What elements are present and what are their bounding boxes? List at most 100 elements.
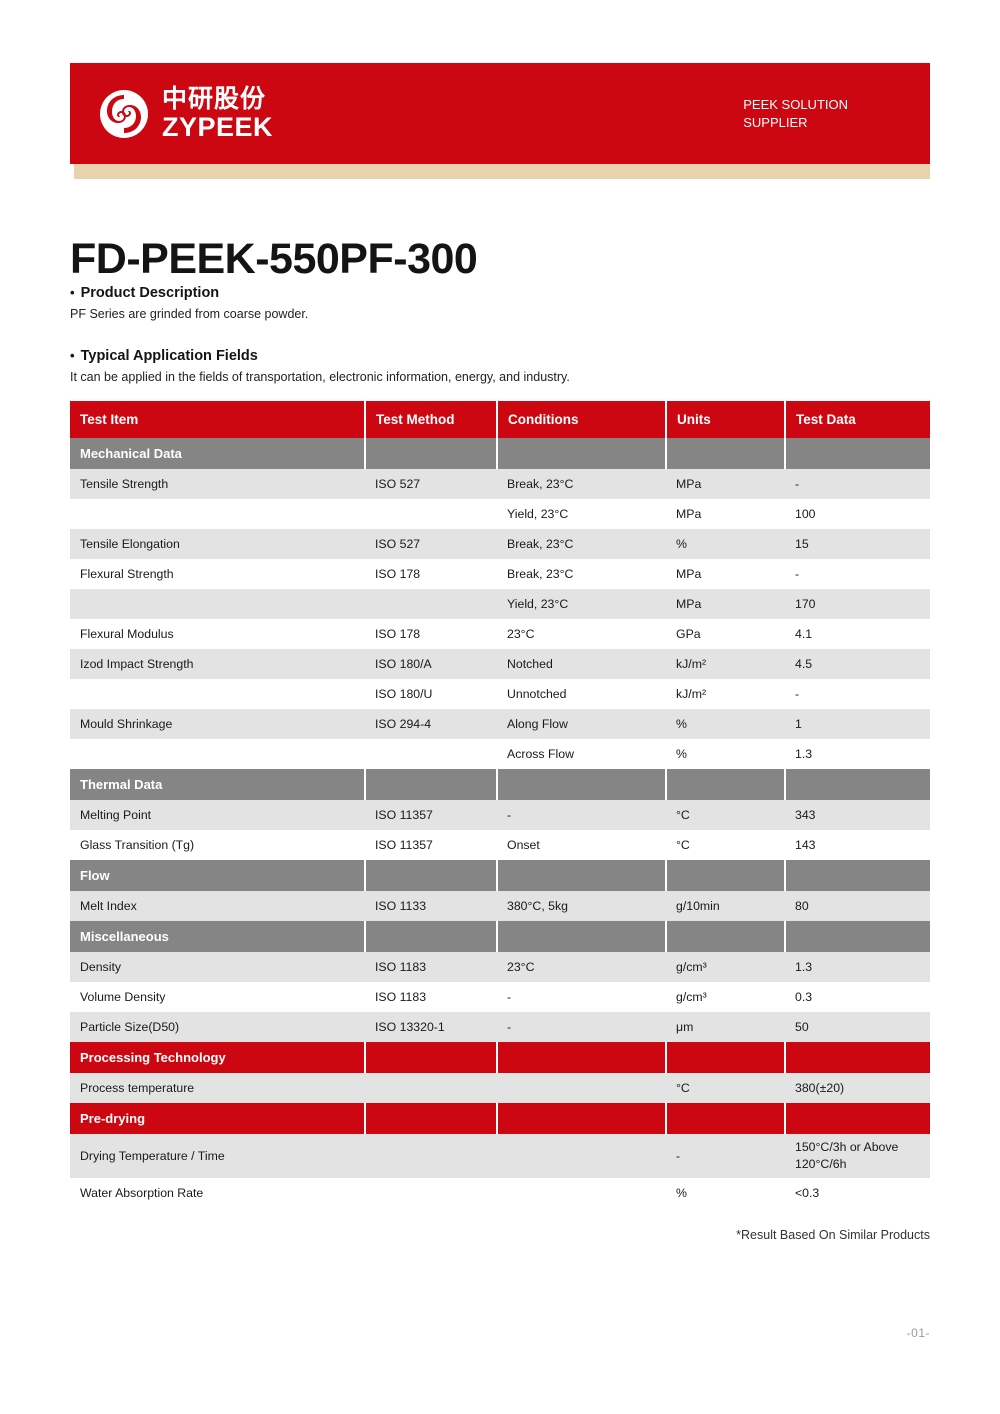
cell-3: Break, 23°C [497,469,666,499]
table-row: Flexural Strength ISO 178 Break, 23°C MPa - [70,559,930,589]
application-fields-heading-label: Typical Application Fields [80,348,258,364]
header-tagline: PEEK SOLUTION SUPPLIER [743,96,906,131]
table-row: Yield, 23°C MPa 170 [70,589,930,619]
cell-3: Yield, 23°C [497,589,666,619]
cell-5 [785,1103,930,1134]
table-row: Particle Size(D50) ISO 13320-1- μm 50 [70,1012,930,1042]
cell-3: Across Flow [497,739,666,769]
cell-4: °C [666,1073,785,1103]
application-fields-section: • Typical Application Fields It can be a… [70,348,940,384]
cell-4: °C [666,830,785,860]
table-row: Volume Density ISO 1183- g/cm³ 0.3 [70,982,930,1012]
cell-1: Izod Impact Strength [70,649,365,679]
cell-5 [785,438,930,469]
cell-4 [666,1103,786,1134]
cell-5: 4.5 [785,649,930,679]
cell-3: - [497,982,666,1012]
table-row: ISO 180/U Unnotched kJ/m² - [70,679,930,709]
cell-1: Flexural Modulus [70,619,365,649]
cell-2 [365,921,498,952]
cell-1 [70,589,365,619]
cell-5: 100 [785,499,930,529]
cell-2: ISO 11357 [365,800,497,830]
section-header-row: Thermal Data [70,769,930,800]
cell-1: Drying Temperature / Time [70,1134,365,1178]
cell-1: Process temperature [70,1073,365,1103]
cell-5: 380(±20) [785,1073,930,1103]
cell-2 [365,860,498,891]
cell-1: Melting Point [70,800,365,830]
cell-1: Melt Index [70,891,365,921]
column-header-3: Conditions [497,401,667,438]
cell-3: Notched [497,649,666,679]
product-description-heading: • Product Description [70,285,940,301]
cell-5: 1.3 [785,952,930,982]
product-description-heading-label: Product Description [80,285,220,301]
cell-5: - [785,679,930,709]
cell-4 [666,438,786,469]
section-header-row: Mechanical Data [70,438,930,469]
application-fields-heading: • Typical Application Fields [70,348,940,364]
cell-1: Mechanical Data [70,438,366,469]
cell-4: °C [666,800,785,830]
table-row: Yield, 23°C MPa 100 [70,499,930,529]
cell-1: Particle Size(D50) [70,1012,365,1042]
cell-4: GPa [666,619,785,649]
cell-3 [497,921,667,952]
cell-4: % [666,709,785,739]
product-description-section: • Product Description PF Series are grin… [70,285,940,321]
cell-5: 0.3 [785,982,930,1012]
cell-5: <0.3 [785,1178,930,1208]
cell-4: MPa [666,469,785,499]
cell-3: 23°C [497,619,666,649]
cell-2: ISO 294-4 [365,709,497,739]
cell-5: 343 [785,800,930,830]
cell-1 [70,679,365,709]
cell-5: - [785,469,930,499]
cell-3: - [497,800,666,830]
cell-4 [666,860,786,891]
specification-table: Test Item Test Method Conditions Units Test … [70,401,930,1208]
table-row: Drying Temperature / Time -150°C/3h or Ab… [70,1134,930,1178]
cell-4: MPa [666,499,785,529]
cell-5 [785,921,930,952]
cell-5: 15 [785,529,930,559]
cell-1 [70,739,365,769]
cell-2: ISO 1183 [365,952,497,982]
table-row: Izod Impact Strength ISO 180/A Notched kJ/m… [70,649,930,679]
tagline-line-1: PEEK SOLUTION [743,96,848,112]
cell-3: - [497,1012,666,1042]
cell-1: Glass Transition (Tg) [70,830,365,860]
column-header-4: Units [666,401,786,438]
section-header-row: Miscellaneous [70,921,930,952]
cell-3: Yield, 23°C [497,499,666,529]
cell-5 [785,1042,930,1073]
cell-3: Break, 23°C [497,559,666,589]
section-header-row: Processing Technology [70,1042,930,1073]
cell-2 [365,589,497,619]
cell-3 [497,860,667,891]
cell-2 [365,1134,497,1178]
application-fields-body: It can be applied in the fields of trans… [70,370,570,384]
cell-5: 50 [785,1012,930,1042]
cell-1: Thermal Data [70,769,366,800]
table-header-row: Test Item Test Method Conditions Units Test … [70,401,930,438]
cell-2: ISO 13320-1 [365,1012,497,1042]
cell-4: MPa [666,589,785,619]
cell-4: % [666,1178,785,1208]
cell-2: ISO 527 [365,529,497,559]
section-header-row: Flow [70,860,930,891]
cell-3: 380°C, 5kg [497,891,666,921]
cell-1: Density [70,952,365,982]
cell-2: ISO 527 [365,469,497,499]
cell-2 [365,1042,498,1073]
cell-4: g/cm³ [666,982,785,1012]
table-row: Flexural Modulus ISO 178 23°C GPa 4.1 [70,619,930,649]
cell-2 [365,1073,497,1103]
cell-1: Volume Density [70,982,365,1012]
product-description-body: PF Series are grinded from coarse powder… [70,307,309,321]
table-header: Test Item Test Method Conditions Units Test … [70,401,930,438]
cell-4: kJ/m² [666,679,785,709]
table-row: Tensile Elongation ISO 527 Break, 23°C% 15 [70,529,930,559]
cell-3 [497,1178,666,1208]
